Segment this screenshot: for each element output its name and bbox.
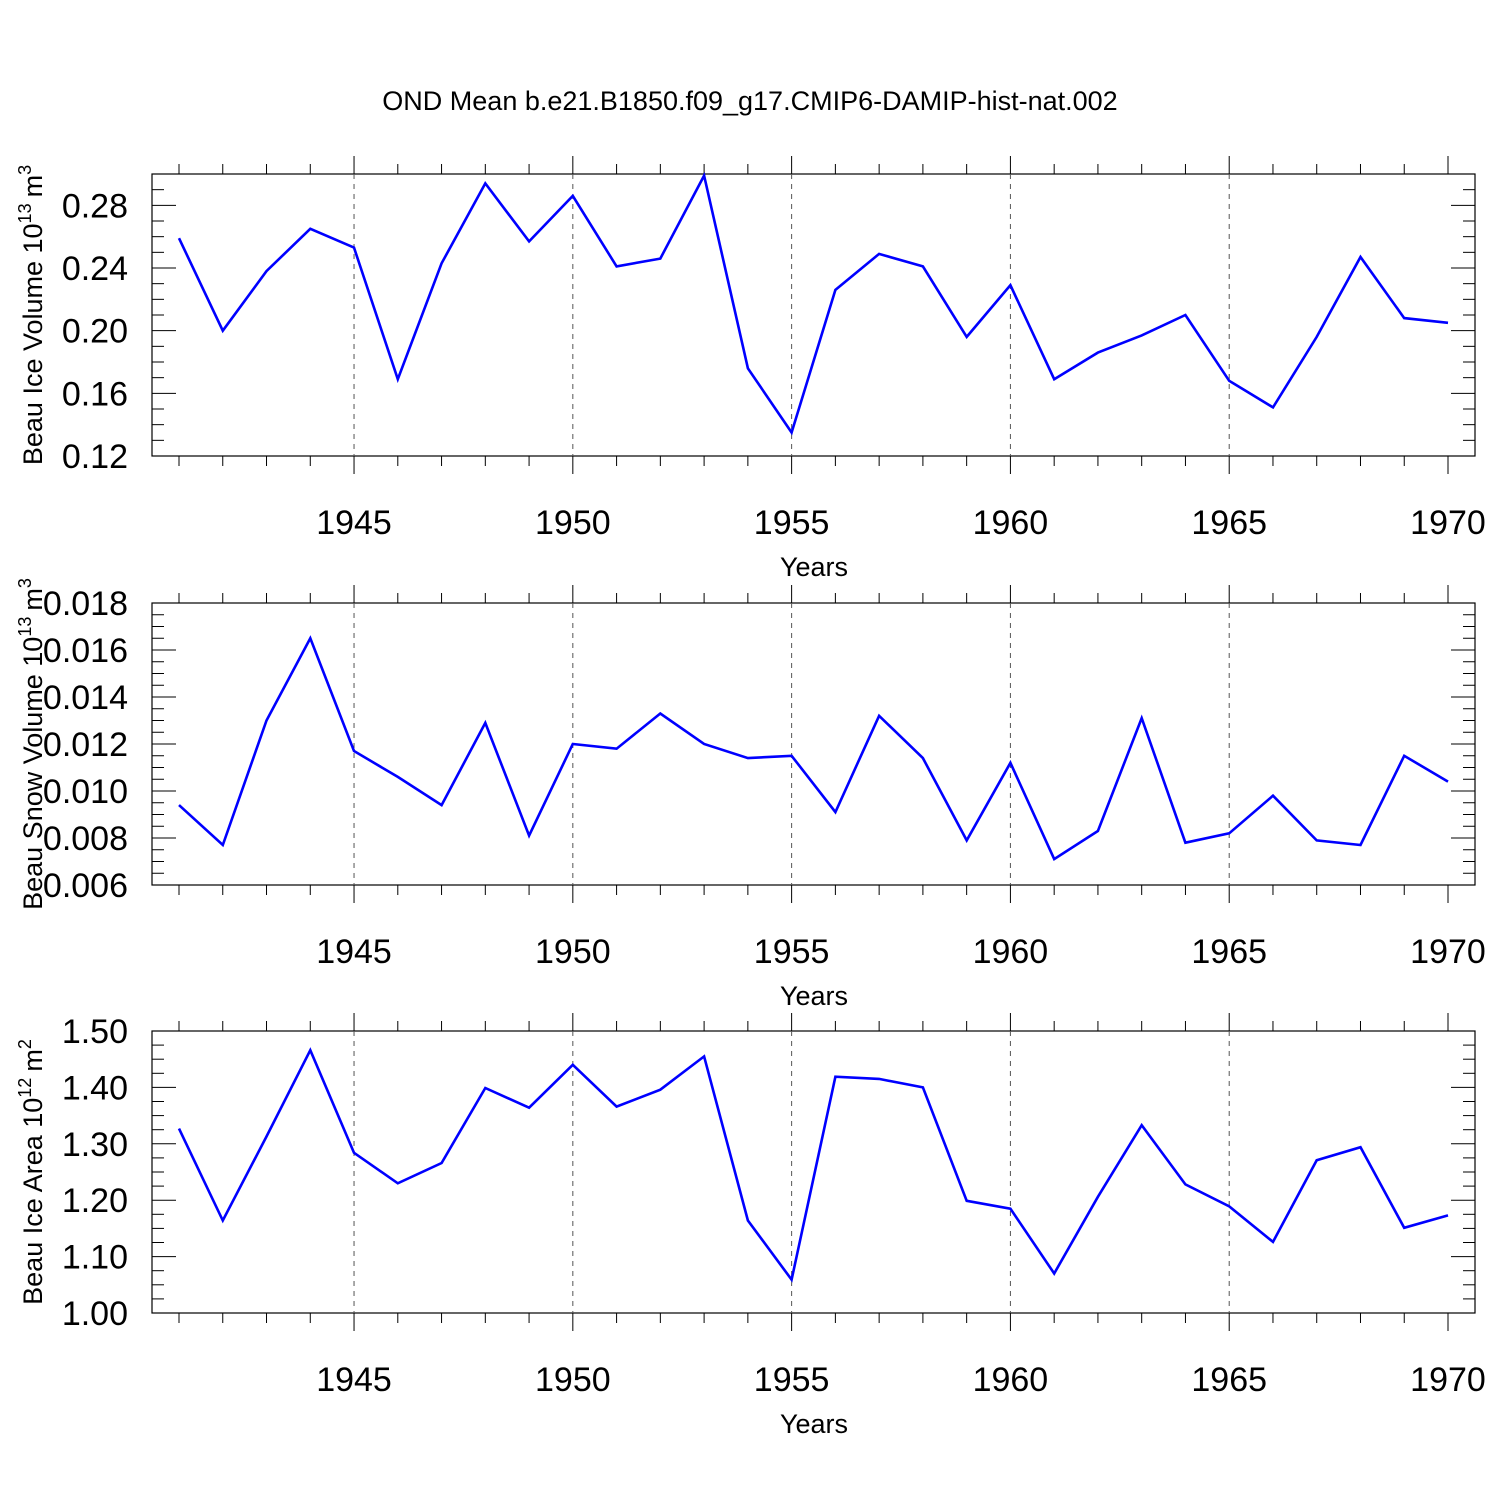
y-axis-title-exponent: 13	[15, 203, 35, 223]
y-axis-title-exponent: 13	[15, 617, 35, 637]
y-tick-label: 1.50	[62, 1013, 128, 1051]
y-axis-title-unit-exponent: 3	[15, 165, 35, 175]
y-tick-label: 1.00	[62, 1295, 128, 1333]
x-tick-label: 1960	[973, 504, 1049, 542]
x-tick-label: 1945	[316, 933, 392, 971]
x-tick-label: 1965	[1191, 504, 1267, 542]
x-axis-title: Years	[780, 981, 848, 1011]
panel-2: 1945 1950 1955 1960 1965 1970 Years 0.006 0.008 0…	[15, 578, 1486, 1011]
plot-frame	[151, 1030, 1476, 1314]
x-tick-label: 1960	[973, 933, 1049, 971]
x-tick-label: 1950	[535, 1361, 611, 1399]
series-line	[177, 171, 1449, 436]
x-tick-label: 1955	[754, 1361, 830, 1399]
x-tick-label: 1945	[316, 504, 392, 542]
y-tick-label: 1.20	[62, 1182, 128, 1220]
plot-frame	[151, 173, 1476, 457]
y-axis-title-main: Beau Ice Area 10	[18, 1098, 48, 1305]
x-tick-label: 1965	[1191, 933, 1267, 971]
y-tick-label: 0.008	[43, 820, 128, 858]
y-axis-title-unit: m	[18, 588, 48, 611]
x-axis-title: Years	[780, 1409, 848, 1439]
x-axis-title: Years	[780, 552, 848, 582]
x-tick-label: 1950	[535, 504, 611, 542]
y-axis-title: Beau Ice Area 1012 m2	[15, 1039, 48, 1305]
x-tick-label: 1960	[973, 1361, 1049, 1399]
y-tick-label: 0.014	[43, 679, 128, 717]
x-tick-label: 1965	[1191, 1361, 1267, 1399]
y-axis-title-unit: m	[18, 175, 48, 198]
y-axis-title-unit-exponent: 2	[15, 1039, 35, 1049]
y-axis-title-unit: m	[18, 1049, 48, 1072]
y-tick-label: 0.12	[62, 438, 128, 476]
series-line	[178, 635, 1449, 862]
y-tick-label: 0.20	[62, 313, 128, 351]
y-tick-label: 0.28	[62, 187, 128, 225]
panel-1: 1945 1950 1955 1960 1965 1970 Years 0.12 0.16 0.2…	[15, 156, 1486, 582]
series-line	[177, 1047, 1449, 1283]
y-tick-label: 1.30	[62, 1126, 128, 1164]
y-tick-label: 0.16	[62, 375, 128, 413]
y-axis-title-unit-exponent: 3	[15, 578, 35, 588]
y-tick-label: 0.24	[62, 250, 128, 288]
y-tick-label: 0.010	[43, 773, 128, 811]
y-axis-title-exponent: 12	[15, 1078, 35, 1098]
y-tick-label: 1.10	[62, 1239, 128, 1277]
y-tick-label: 0.012	[43, 726, 128, 764]
y-tick-label: 0.018	[43, 585, 128, 623]
x-tick-label: 1955	[754, 933, 830, 971]
x-tick-label: 1970	[1410, 933, 1486, 971]
y-axis-title-main: Beau Snow Volume 10	[18, 637, 48, 910]
x-tick-label: 1945	[316, 1361, 392, 1399]
y-tick-label: 0.016	[43, 632, 128, 670]
y-tick-label: 0.006	[43, 867, 128, 905]
panel-3: 1945 1950 1955 1960 1965 1970 Years 1.00 1.10 1.2…	[15, 1013, 1486, 1439]
x-tick-label: 1970	[1410, 1361, 1486, 1399]
x-tick-label: 1955	[754, 504, 830, 542]
panels: 1945 1950 1955 1960 1965 1970 Years 0.12 0.16 0.2…	[15, 156, 1486, 1439]
y-axis-title: Beau Snow Volume 1013 m3	[15, 578, 48, 910]
chart-title: OND Mean b.e21.B1850.f09_g17.CMIP6-DAMIP…	[382, 86, 1117, 116]
x-tick-label: 1950	[535, 933, 611, 971]
x-tick-label: 1970	[1410, 504, 1486, 542]
y-axis-title-main: Beau Ice Volume 10	[18, 223, 48, 465]
y-axis-title: Beau Ice Volume 1013 m3	[15, 165, 48, 465]
y-tick-label: 1.40	[62, 1069, 128, 1107]
